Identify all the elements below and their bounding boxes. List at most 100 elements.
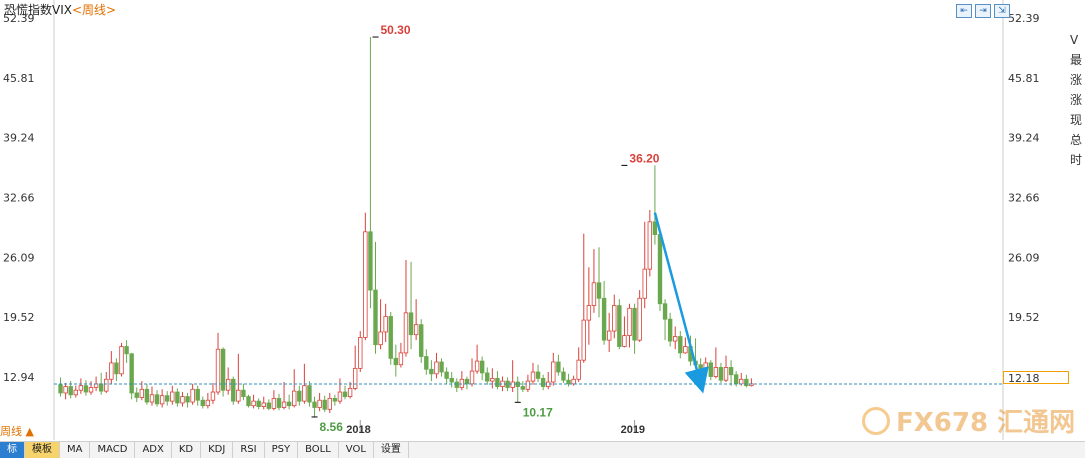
candle-body [540,377,546,387]
candle-body [327,398,332,410]
candle-body [73,389,78,396]
tab-indicator-label[interactable]: 标 [0,442,25,458]
y-tick-label-left: 45.81 [3,72,35,85]
candle-body [241,389,246,397]
y-tick-label-right: 52.39 [1008,12,1040,25]
right-panel-char: 涨 [1070,93,1083,107]
candle-body [551,361,556,383]
candle-body [652,221,658,235]
right-panel-char: 涨 [1070,73,1083,87]
candle-body [180,396,185,404]
candle-body [429,368,434,375]
tab-template[interactable]: 模板 [25,442,60,458]
tab-macd[interactable]: MACD [90,442,136,458]
y-tick-label-left: 26.09 [3,251,35,264]
watermark-text: FX678 汇通网 [896,408,1076,438]
candle-body [220,348,226,391]
tab-vol[interactable]: VOL [339,442,374,458]
candle-body [307,385,312,403]
y-tick-label-left: 39.24 [3,132,35,145]
tab-kdj[interactable]: KDJ [201,442,234,458]
candle-body [581,319,586,361]
candle-body [449,377,454,383]
candle-body [535,371,541,379]
vix-weekly-candlestick-chart: 52.39 45.81 39.24 32.66 26.09 19.52 12.94 52.3… [3,0,1040,440]
candle-body [586,305,592,321]
candle-body [718,367,724,381]
annotation-label: 36.20 [629,151,659,165]
tab-kd[interactable]: KD [172,442,202,458]
candle-body [185,396,190,403]
candle-body [292,390,297,407]
tab-boll[interactable]: BOLL [298,442,339,458]
y-tick-label-left: 32.66 [3,192,35,205]
tab-settings[interactable]: 设置 [374,442,409,458]
candle-body [733,374,739,385]
candle-body [596,282,602,299]
candle-body [286,401,292,407]
candle-body [190,388,195,403]
candle-body [662,303,668,320]
candle-body [617,305,622,347]
candle-body [744,378,749,387]
tab-adx[interactable]: ADX [135,442,172,458]
candle-body [439,361,444,373]
candle-body [358,337,363,369]
zoom-out-icon[interactable]: ⇥ [975,4,991,18]
period-toggle[interactable]: 周线 ▲ [0,425,34,438]
candle-body [388,316,393,359]
candle-body [312,401,317,408]
y-tick-label-right: 26.09 [1008,251,1040,264]
annotation-label: 8.56 [320,420,344,434]
candle-body [474,360,480,372]
candle-body [434,361,439,375]
x-axis: 2018 2019 [346,420,645,436]
right-panel-char: V [1070,33,1079,47]
candle-body [739,378,744,385]
candle-body [210,391,216,401]
candle-body [657,234,663,305]
candle-body [698,364,703,371]
x-tick-label: 2018 [346,424,370,436]
candle-body [149,394,155,403]
watermark: FX678 汇通网 [862,402,1075,439]
candle-body [495,377,500,387]
annotations-group: 50.30 36.20 8.56 10.17 [311,23,660,434]
zoom-in-icon[interactable]: ⇤ [956,4,972,18]
indicator-tab-bar: 标 模板 MA MACD ADX KD KDJ RSI PSY BOLL VOL… [0,441,1085,458]
candle-body [561,371,566,381]
candle-body [642,268,647,299]
tab-psy[interactable]: PSY [265,442,299,458]
candle-body [195,388,200,401]
y-tick-label-left: 12.94 [3,371,35,384]
candle-body [78,385,84,391]
candle-body [490,377,495,382]
y-tick-label-left: 19.52 [3,311,35,324]
candle-body [723,367,729,381]
candle-body [647,221,653,270]
right-panel-char: 总 [1070,133,1083,147]
candle-body [109,362,114,380]
expand-icon[interactable]: ⇲ [994,4,1010,18]
candle-body [347,387,353,397]
candle-body [393,357,399,366]
right-panel-char: 最 [1070,53,1083,67]
tab-rsi[interactable]: RSI [233,442,265,458]
candle-body [271,398,277,409]
candle-body [408,312,414,336]
y-tick-label-right: 19.52 [1008,311,1040,324]
candle-body [63,386,68,394]
candle-body [342,391,348,397]
y-tick-label-left: 52.39 [3,12,35,25]
candle-body [363,231,368,338]
candle-body [368,231,373,291]
candle-body [576,359,581,380]
right-info-panel: V 最 涨 涨 现 总 时 [1070,30,1085,430]
tab-ma[interactable]: MA [60,442,91,458]
candle-body [337,391,343,402]
candle-body [256,400,261,407]
annotation-label: 10.17 [523,405,553,419]
candle-body [454,381,459,388]
y-axis-left: 52.39 45.81 39.24 32.66 26.09 19.52 12.94 [3,12,35,384]
